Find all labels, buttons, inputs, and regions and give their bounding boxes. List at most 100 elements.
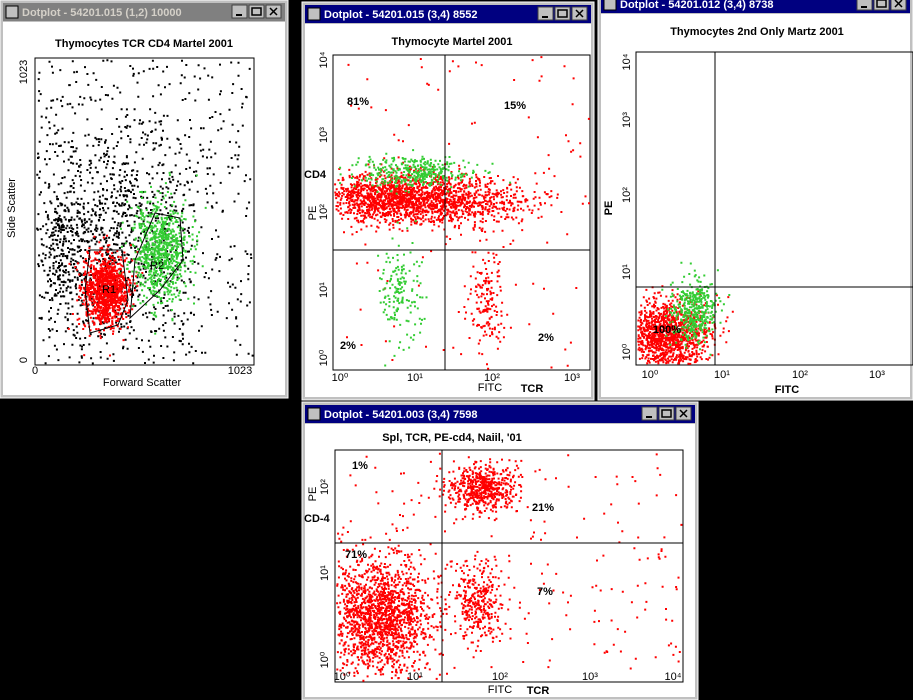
y-tick-label: 10¹ bbox=[319, 565, 331, 581]
y-tick-label: 10¹ bbox=[621, 264, 633, 280]
dot-cloud bbox=[661, 261, 731, 356]
y-tick-label: 10³ bbox=[621, 112, 633, 128]
x-tick-label: 10¹ bbox=[407, 671, 423, 683]
icon bbox=[251, 7, 262, 16]
quadrant-percent: 1% bbox=[352, 460, 368, 472]
quadrant-percent: 2% bbox=[538, 332, 554, 344]
x-axis-label: FITC bbox=[488, 684, 512, 696]
x-tick-label: 10⁰ bbox=[642, 369, 659, 381]
dot-cloud bbox=[362, 164, 559, 242]
y-tick-label: 10⁴ bbox=[318, 51, 330, 68]
maximize-button[interactable] bbox=[873, 0, 890, 11]
y-tick-label: 10² bbox=[318, 204, 330, 220]
quadrant-percent: 21% bbox=[532, 502, 554, 514]
y-axis-name: CD-4 bbox=[304, 513, 331, 525]
dot-cloud bbox=[440, 550, 521, 669]
x-axis-name: TCR bbox=[521, 383, 544, 395]
x-tick-label: 10¹ bbox=[714, 369, 730, 381]
gate bbox=[84, 249, 129, 334]
plot-title: Thymocytes TCR CD4 Martel 2001 bbox=[55, 38, 233, 50]
x-tick-label: 10⁰ bbox=[332, 372, 349, 384]
plot-area bbox=[34, 57, 255, 366]
dot-cloud bbox=[339, 149, 512, 195]
window-title: Dotplot - 54201.003 (3,4) 7598 bbox=[324, 409, 477, 421]
y-axis-label: Side Scatter bbox=[6, 178, 18, 238]
title-bar bbox=[601, 0, 910, 13]
dot-cloud bbox=[118, 171, 207, 335]
x-axis-label: FITC bbox=[478, 382, 502, 394]
quadrant-percent: 100% bbox=[653, 324, 681, 336]
minimize-button[interactable] bbox=[537, 6, 554, 21]
x-tick-label: 10⁴ bbox=[665, 671, 682, 683]
y-tick-label: 10² bbox=[319, 479, 331, 495]
quadrant-percent: 81% bbox=[347, 96, 369, 108]
x-tick-label: 10³ bbox=[582, 671, 598, 683]
y-tick-label: 10² bbox=[621, 187, 633, 203]
y-axis-label: PE bbox=[307, 487, 319, 502]
x-tick-label: 10² bbox=[792, 369, 808, 381]
plot-title: Thymocytes 2nd Only Martz 2001 bbox=[670, 26, 844, 38]
app-icon bbox=[307, 407, 321, 421]
y-tick-label: 10³ bbox=[318, 127, 330, 143]
window-body bbox=[3, 22, 285, 395]
title-bar bbox=[3, 3, 285, 21]
quadrant-percent: 71% bbox=[345, 549, 367, 561]
x-tick-label: 10³ bbox=[869, 369, 885, 381]
window-title: Dotplot - 54201.015 (1,2) 10000 bbox=[22, 7, 182, 19]
icon bbox=[876, 0, 887, 8]
x-tick-label: 10⁰ bbox=[334, 671, 351, 683]
app-icon bbox=[5, 5, 19, 19]
y-tick-label: 10⁰ bbox=[318, 349, 330, 366]
y-tick-label: 10⁰ bbox=[621, 343, 633, 360]
plot-area bbox=[332, 54, 591, 371]
quadrant-percent: 15% bbox=[504, 100, 526, 112]
dot-cloud bbox=[336, 527, 490, 682]
gate-label: R2 bbox=[150, 260, 164, 272]
dot-cloud bbox=[457, 226, 512, 370]
app-icon bbox=[307, 7, 321, 21]
title-bar bbox=[305, 405, 695, 423]
minimize-button[interactable] bbox=[231, 4, 248, 19]
y-axis-name: CD4 bbox=[304, 169, 327, 181]
y-tick-label: 0 bbox=[18, 357, 30, 363]
gate-label: R1 bbox=[102, 284, 116, 296]
x-tick-label: 10³ bbox=[564, 372, 580, 384]
icon bbox=[679, 409, 688, 418]
icon bbox=[557, 9, 568, 18]
y-tick-label: 10¹ bbox=[318, 282, 330, 298]
plot-title: Thymocyte Martel 2001 bbox=[391, 36, 512, 48]
plot-area bbox=[334, 449, 684, 683]
x-axis-label: Forward Scatter bbox=[103, 377, 182, 389]
quadrant-percent: 7% bbox=[537, 586, 553, 598]
quadrant-percent: 2% bbox=[340, 340, 356, 352]
minimize-button[interactable] bbox=[856, 0, 873, 11]
icon bbox=[269, 7, 278, 16]
x-tick-label: 10² bbox=[484, 372, 500, 384]
y-axis-label: PE bbox=[307, 206, 319, 221]
icon bbox=[575, 9, 584, 18]
y-tick-label: 1023 bbox=[18, 60, 30, 84]
dot-cloud bbox=[637, 285, 734, 365]
plot-area bbox=[635, 51, 913, 366]
y-tick-label: 10⁴ bbox=[621, 53, 633, 70]
x-tick-label: 1023 bbox=[228, 365, 252, 377]
x-axis-name: TCR bbox=[527, 685, 550, 697]
close-button[interactable] bbox=[890, 0, 907, 11]
dot-cloud bbox=[67, 234, 144, 357]
minimize-button[interactable] bbox=[641, 406, 658, 421]
window-title: Dotplot - 54201.012 (3,4) 8738 bbox=[620, 0, 773, 11]
icon bbox=[894, 0, 903, 8]
icon bbox=[661, 409, 672, 418]
x-axis-label: FITC bbox=[775, 384, 799, 396]
x-tick-label: 10² bbox=[492, 671, 508, 683]
y-axis-label: PE bbox=[603, 201, 615, 216]
title-bar bbox=[305, 5, 591, 23]
app-icon bbox=[603, 0, 617, 11]
x-tick-label: 0 bbox=[32, 365, 38, 377]
plot-title: Spl, TCR, PE-cd4, Naiil, '01 bbox=[382, 432, 522, 444]
gate bbox=[129, 212, 184, 320]
dot-cloud bbox=[427, 456, 529, 521]
x-tick-label: 10¹ bbox=[407, 372, 423, 384]
y-tick-label: 10⁰ bbox=[319, 651, 331, 668]
